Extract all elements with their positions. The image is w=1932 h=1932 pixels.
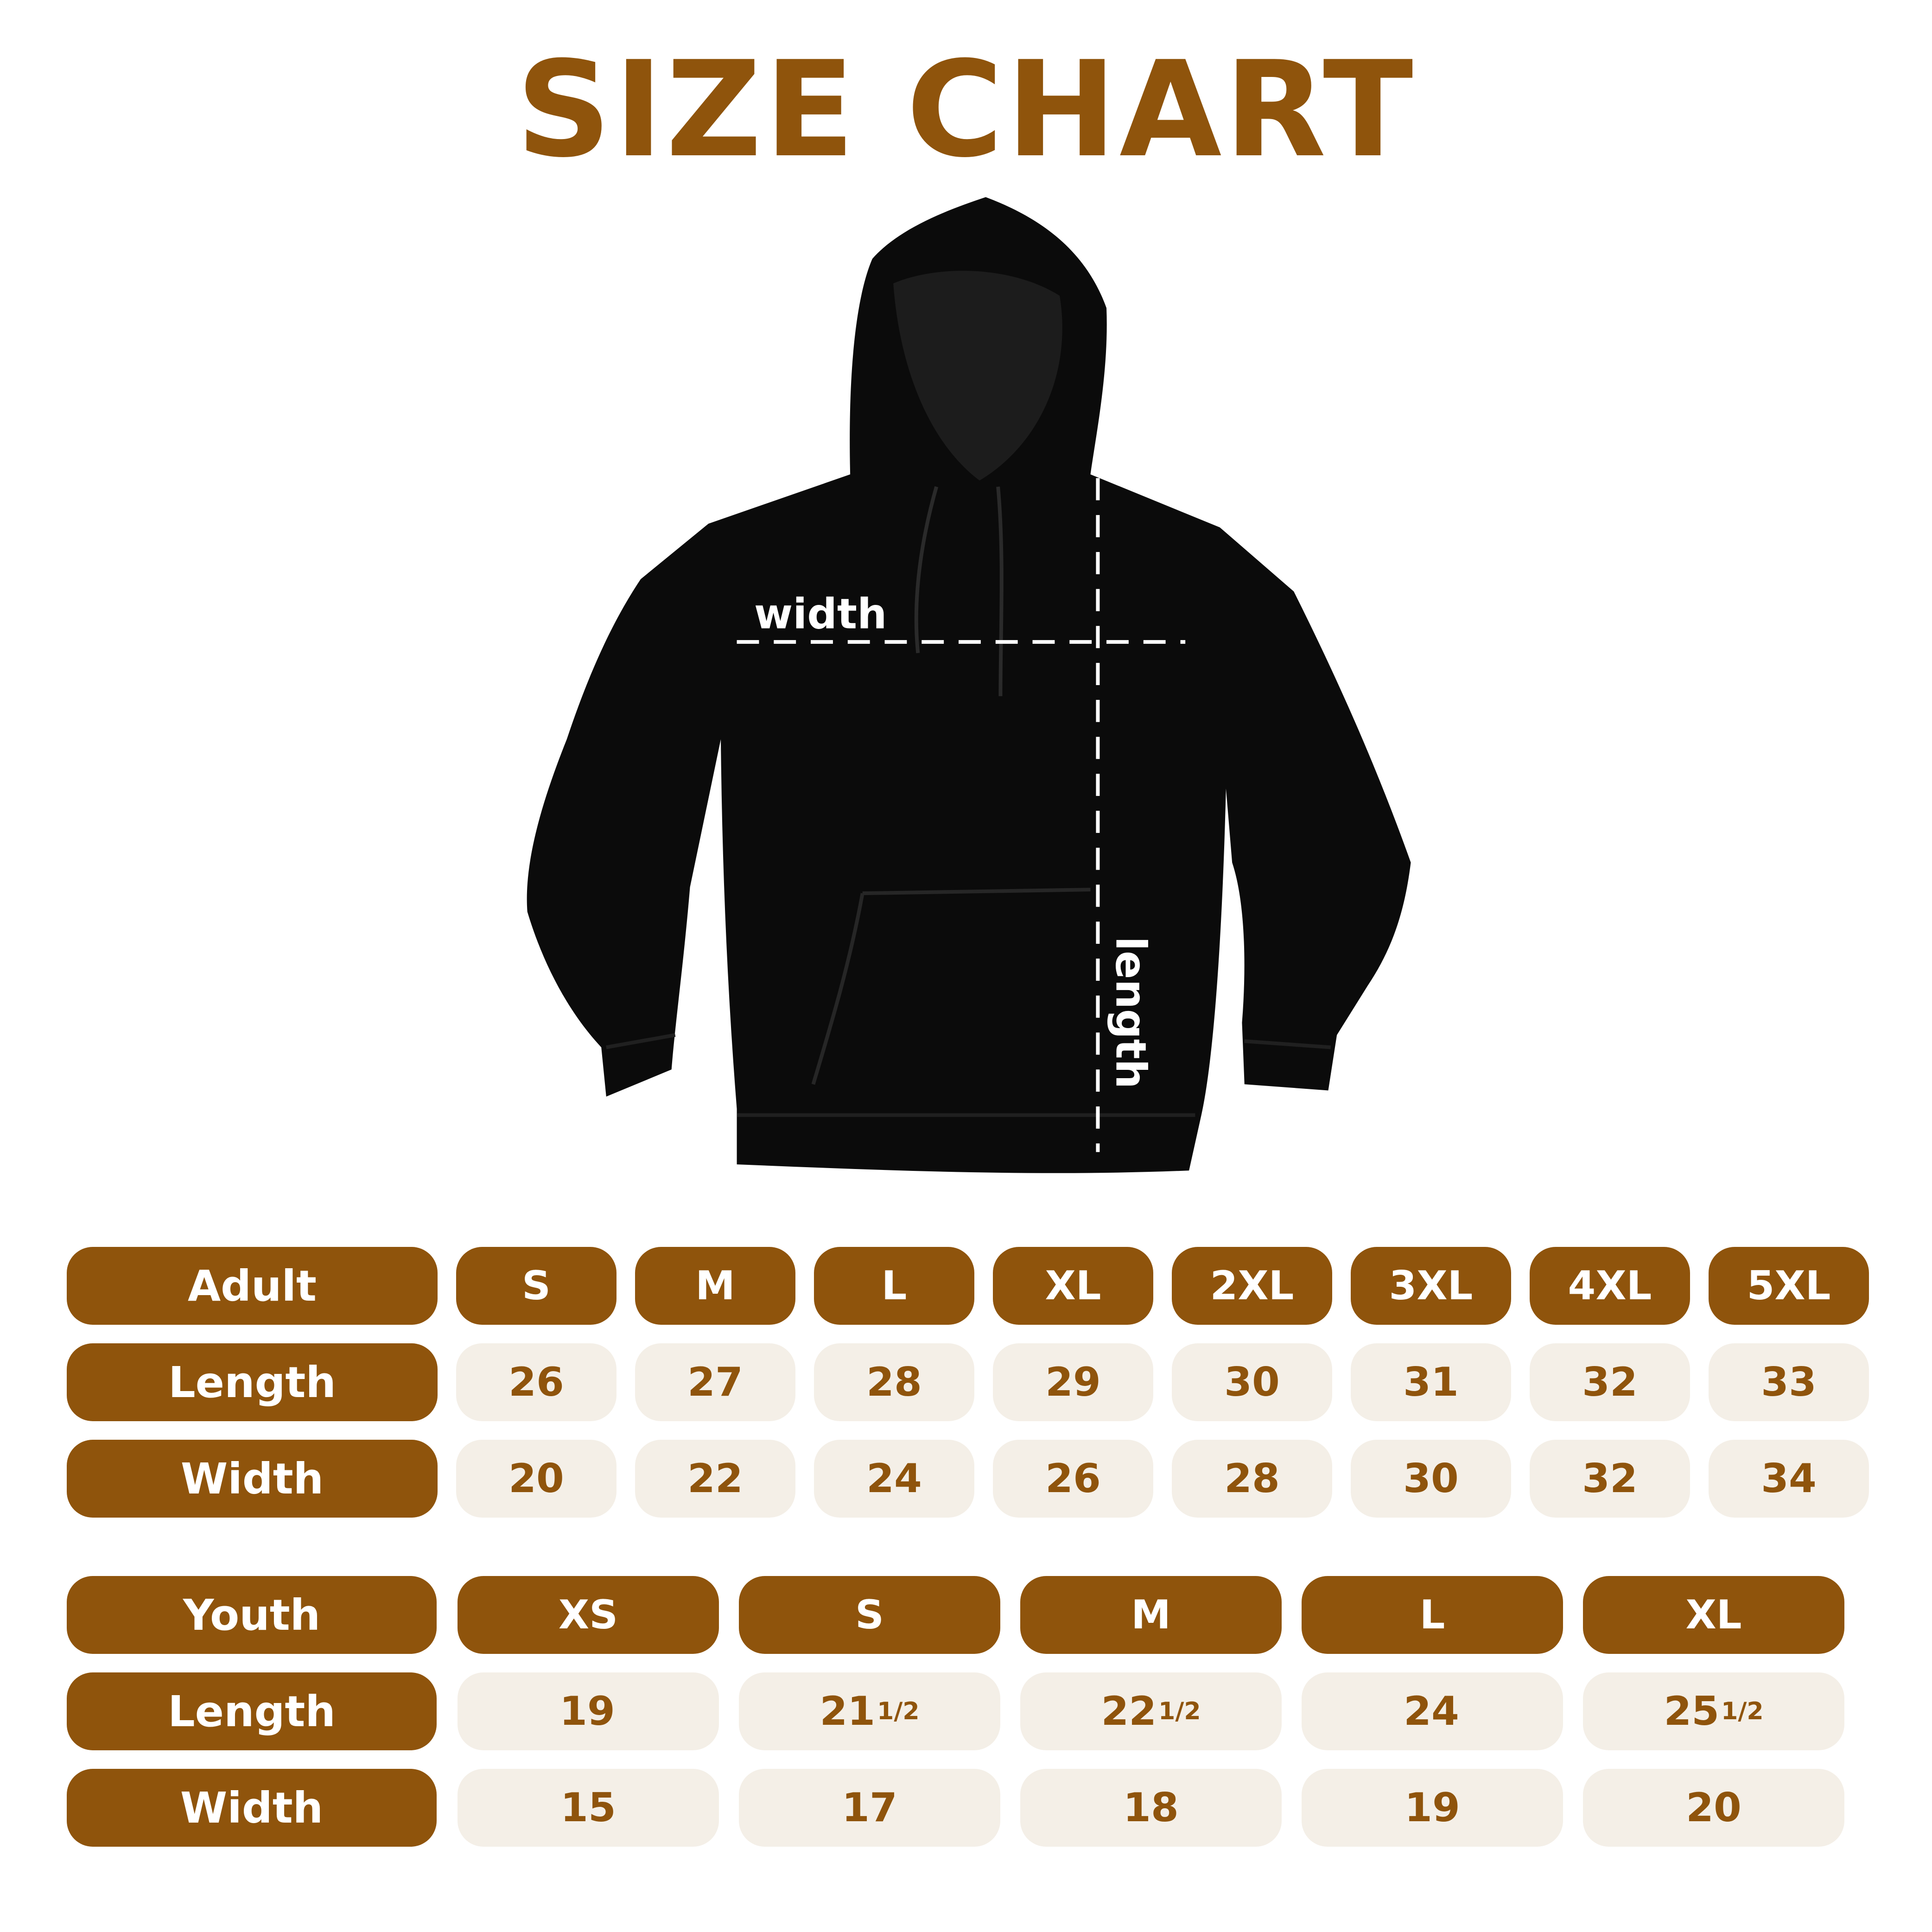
table-cell: 30 [1172,1343,1332,1421]
size-XL: XL [993,1247,1153,1325]
value-whole: 25 [1664,1688,1720,1735]
page-title: SIZE CHART [516,33,1416,187]
ribbing [606,1033,1331,1117]
table-cell: 21 1/2 [739,1672,1000,1750]
value-whole: 20 [1686,1785,1741,1831]
table-cell: 26 [993,1440,1153,1518]
table-cell: 24 [1302,1672,1563,1750]
table-cell: 22 1/2 [1020,1672,1282,1750]
pocket [811,888,1091,1085]
row-label-width: Width [67,1769,437,1847]
row-label-length: Length [67,1672,437,1750]
table-cell: 32 [1530,1343,1690,1421]
value-whole: 24 [1404,1688,1459,1735]
youth-header: Youth [67,1576,437,1654]
table-cell: 19 [1302,1769,1563,1847]
size-2XL: 2XL [1172,1247,1332,1325]
table-cell: 22 [635,1440,795,1518]
value-whole: 15 [560,1785,616,1831]
size-3XL: 3XL [1351,1247,1511,1325]
size-S: S [456,1247,616,1325]
table-cell: 27 [635,1343,795,1421]
table-cell: 19 [458,1672,719,1750]
size-L: L [814,1247,974,1325]
table-cell: 26 [456,1343,616,1421]
table-cell: 25 1/2 [1583,1672,1844,1750]
size-S: S [739,1576,1000,1654]
value-whole: 17 [842,1785,897,1831]
row-label-length: Length [67,1343,438,1421]
row-label-width: Width [67,1440,438,1518]
hoodie-illustration [527,197,1411,1173]
size-L: L [1302,1576,1563,1654]
value-whole: 19 [559,1688,615,1735]
hoodie-body [527,197,1411,1173]
table-cell: 31 [1351,1343,1511,1421]
value-fraction: 1/2 [877,1697,920,1725]
table-cell: 20 [1583,1769,1844,1847]
table-cell: 28 [814,1343,974,1421]
value-whole: 21 [820,1688,876,1735]
size-M: M [635,1247,795,1325]
size-XS: XS [458,1576,719,1654]
length-label: length [1106,936,1155,1089]
size-5XL: 5XL [1709,1247,1869,1325]
hood-inside [893,271,1062,481]
table-cell: 34 [1709,1440,1869,1518]
table-cell: 28 [1172,1440,1332,1518]
table-cell: 20 [456,1440,616,1518]
table-cell: 29 [993,1343,1153,1421]
value-whole: 18 [1123,1785,1179,1831]
table-cell: 24 [814,1440,974,1518]
adult-size-table: Adult S M L XL 2XL 3XL 4XL 5XL Length 26… [67,1247,1869,1518]
table-cell: 15 [458,1769,719,1847]
size-XL: XL [1583,1576,1844,1654]
table-cell: 32 [1530,1440,1690,1518]
table-cell: 33 [1709,1343,1869,1421]
size-4XL: 4XL [1530,1247,1690,1325]
value-fraction: 1/2 [1721,1697,1764,1725]
value-whole: 19 [1405,1785,1460,1831]
value-fraction: 1/2 [1158,1697,1201,1725]
youth-size-table: Youth XS S M L XL Length 19 21 1/2 22 1/2 … [67,1576,1844,1847]
drawstrings [914,486,1004,696]
table-cell: 17 [739,1769,1000,1847]
value-whole: 22 [1101,1688,1157,1735]
table-cell: 30 [1351,1440,1511,1518]
width-label: width [754,590,887,639]
size-M: M [1020,1576,1282,1654]
table-cell: 18 [1020,1769,1282,1847]
adult-header: Adult [67,1247,438,1325]
